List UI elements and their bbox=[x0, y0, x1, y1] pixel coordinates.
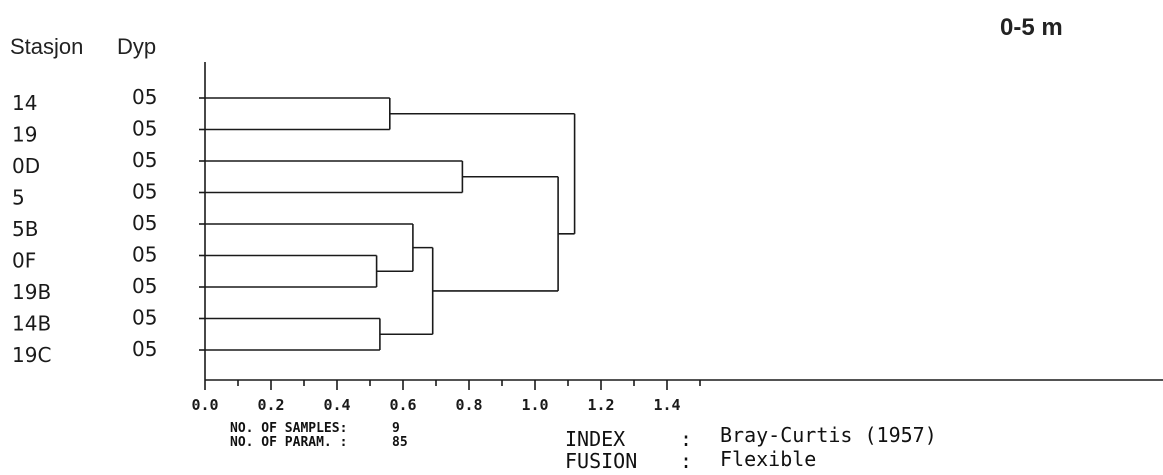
x-tick-label: 1.0 bbox=[521, 396, 548, 414]
leaf-station-label: 5B bbox=[12, 217, 38, 241]
x-tick-label: 0.8 bbox=[455, 396, 482, 414]
index-value: Bray-Curtis (1957) bbox=[720, 423, 937, 447]
x-tick-label: 0.6 bbox=[389, 396, 416, 414]
leaf-station-label: 19B bbox=[12, 280, 51, 304]
leaf-station-label: 14 bbox=[12, 91, 37, 115]
leaf-depth-label: 05 bbox=[132, 148, 157, 172]
station-column-header: Stasjon bbox=[10, 34, 84, 59]
x-tick-label: 0.0 bbox=[191, 396, 218, 414]
params-label: NO. OF PARAM. : bbox=[230, 435, 348, 450]
leaf-station-label: 0F bbox=[12, 249, 36, 273]
leaf-station-label: 14B bbox=[12, 312, 51, 336]
index-separator: : bbox=[680, 427, 693, 451]
fusion-label: FUSION bbox=[565, 449, 638, 473]
x-tick-label: 0.2 bbox=[257, 396, 284, 414]
x-tick-label: 1.2 bbox=[587, 396, 614, 414]
fusion-separator: : bbox=[680, 449, 693, 473]
x-tick-label: 1.4 bbox=[653, 396, 680, 414]
params-value: 85 bbox=[392, 435, 408, 450]
leaf-depth-label: 05 bbox=[132, 337, 157, 361]
fusion-value: Flexible bbox=[720, 447, 817, 471]
samples-value: 9 bbox=[392, 421, 400, 436]
depth-column-header: Dyp bbox=[117, 34, 157, 59]
leaf-station-label: 0D bbox=[12, 154, 40, 178]
leaf-depth-label: 05 bbox=[132, 274, 157, 298]
leaf-depth-label: 05 bbox=[132, 117, 157, 141]
samples-label: NO. OF SAMPLES: bbox=[230, 421, 348, 436]
leaf-depth-label: 05 bbox=[132, 211, 157, 235]
leaf-depth-label: 05 bbox=[132, 180, 157, 204]
leaf-depth-label: 05 bbox=[132, 306, 157, 330]
leaf-station-label: 19 bbox=[12, 123, 37, 147]
x-tick-label: 0.4 bbox=[323, 396, 350, 414]
index-label: INDEX bbox=[565, 427, 626, 451]
leaf-station-label: 5 bbox=[12, 186, 25, 210]
leaf-depth-label: 05 bbox=[132, 243, 157, 267]
depth-range-label: 0-5 m bbox=[1000, 14, 1063, 41]
leaf-station-label: 19C bbox=[12, 343, 51, 367]
leaf-depth-label: 05 bbox=[132, 85, 157, 109]
